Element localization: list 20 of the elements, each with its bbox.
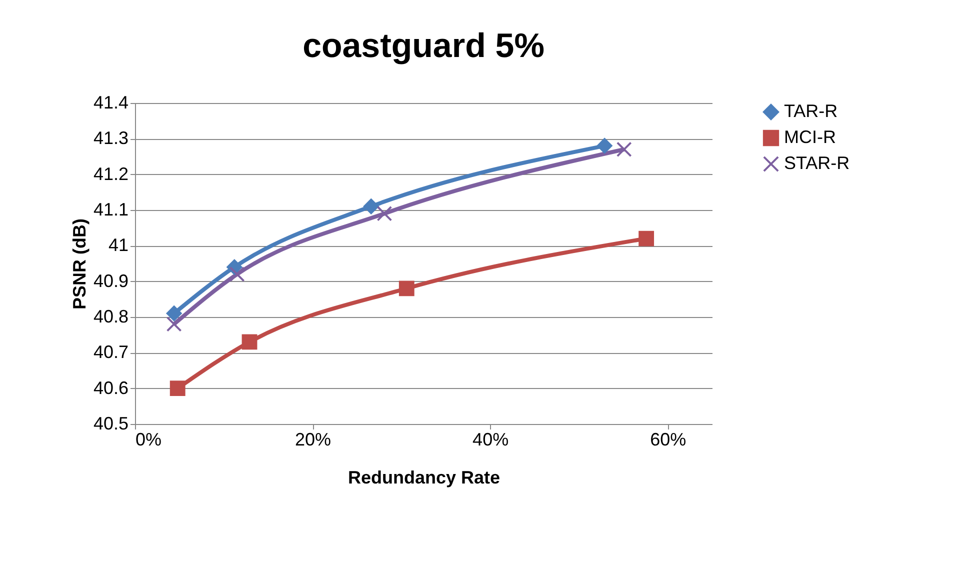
y-tick-label: 41.2 (93, 164, 128, 184)
y-tick-label: 40.8 (93, 306, 128, 326)
legend-label: MCI-R (784, 127, 836, 147)
x-tick-label: 20% (295, 430, 332, 450)
y-tick-label: 41.1 (93, 200, 128, 220)
y-tick-label: 41.4 (93, 92, 128, 112)
y-tick-label: 40.5 (93, 414, 128, 434)
legend-label: STAR-R (784, 153, 850, 173)
y-tick-label: 40.9 (93, 270, 128, 291)
y-tick-label: 40.6 (93, 378, 128, 398)
x-axis-title: Redundancy Rate (348, 468, 500, 488)
y-tick-label: 41 (108, 235, 128, 256)
chart-title: coastguard 5% (302, 27, 544, 65)
x-tick-label: 0% (136, 430, 162, 450)
y-axis-title: PSNR (dB) (69, 218, 90, 310)
y-tick-label: 41.3 (93, 128, 128, 148)
x-tick-label: 40% (472, 430, 509, 450)
legend-label: TAR-R (784, 101, 838, 121)
x-tick-label: 60% (650, 430, 686, 450)
y-tick-label: 40.7 (93, 342, 128, 362)
